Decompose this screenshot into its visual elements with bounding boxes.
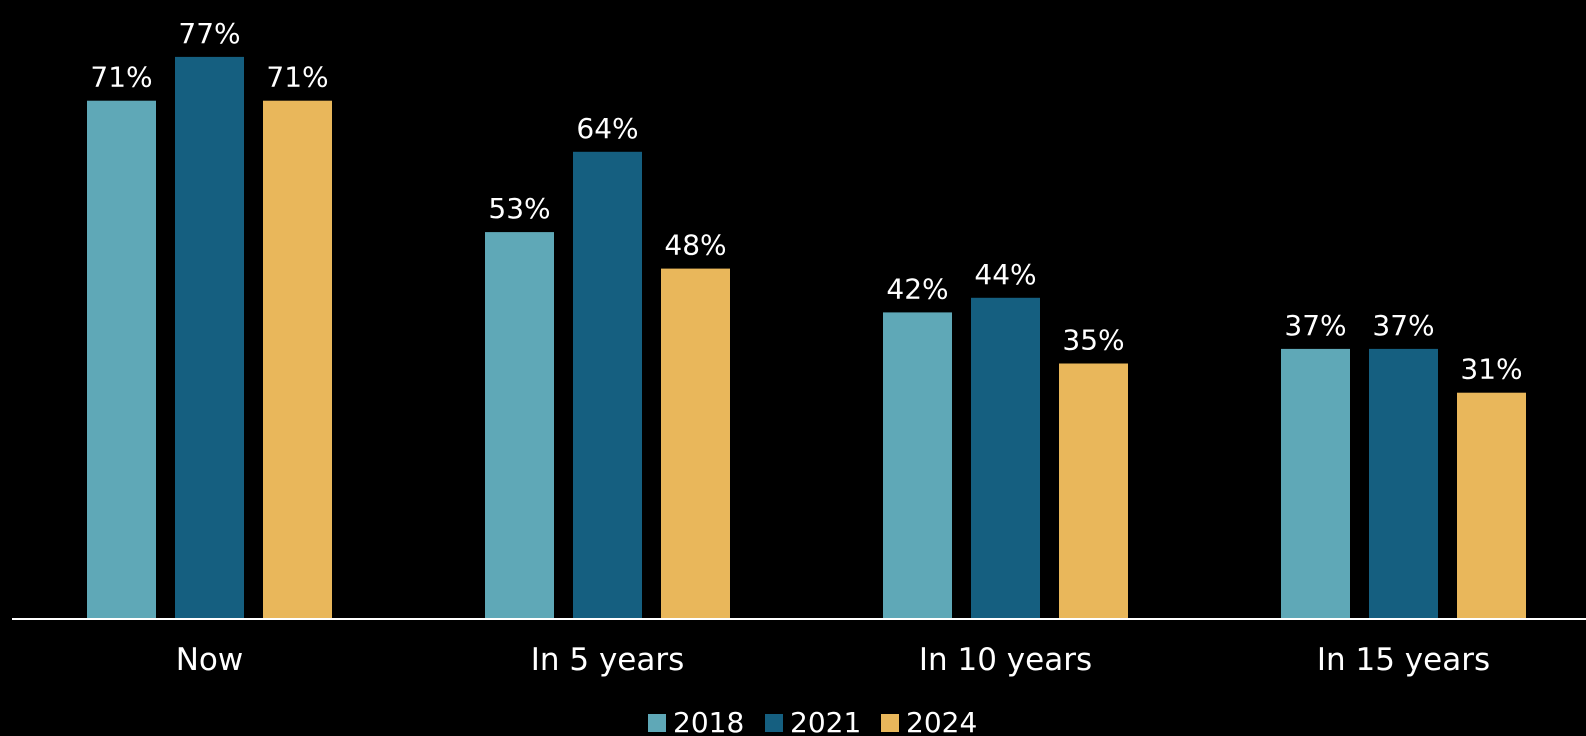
data-label: 71%: [266, 61, 328, 94]
legend-swatch-2018: [648, 714, 666, 732]
category-label: In 5 years: [531, 642, 685, 678]
bar-2024-3: [1457, 392, 1526, 619]
bar-2018-1: [485, 232, 554, 619]
data-label: 48%: [664, 229, 726, 262]
legend-swatch-2024: [881, 714, 899, 732]
bar-2021-2: [971, 297, 1040, 619]
data-label: 37%: [1372, 309, 1434, 342]
data-label: 77%: [178, 17, 240, 50]
bar-2018-3: [1281, 348, 1350, 619]
bars-layer: [87, 56, 1526, 620]
category-label: In 10 years: [919, 642, 1092, 678]
bar-2021-3: [1369, 348, 1438, 619]
data-label: 44%: [974, 258, 1036, 291]
data-label: 35%: [1062, 324, 1124, 357]
bar-2024-1: [661, 268, 730, 619]
bar-2021-1: [573, 151, 642, 620]
bar-2018-2: [883, 312, 952, 619]
data-label: 71%: [90, 61, 152, 94]
legend-label-2021: 2021: [790, 706, 861, 736]
bar-2018-0: [87, 100, 156, 619]
bar-2021-0: [175, 56, 244, 619]
data-label: 53%: [488, 192, 550, 225]
category-labels-layer: Now In 5 years In 10 years In 15 years: [176, 642, 1490, 678]
data-label: 64%: [576, 112, 638, 145]
legend-label-2018: 2018: [673, 706, 744, 736]
category-label: In 15 years: [1317, 642, 1490, 678]
data-label: 42%: [886, 272, 948, 305]
category-label: Now: [176, 642, 244, 678]
legend: 2018 2021 2024: [648, 706, 977, 736]
data-label: 31%: [1460, 353, 1522, 386]
legend-label-2024: 2024: [906, 706, 977, 736]
data-labels-layer: 71% 77% 71% 53% 64% 48% 42% 44% 35% 37% 37% 31%: [90, 17, 1522, 386]
data-label: 37%: [1284, 309, 1346, 342]
legend-swatch-2021: [765, 714, 783, 732]
bar-2024-2: [1059, 363, 1128, 619]
bar-2024-0: [263, 100, 332, 619]
